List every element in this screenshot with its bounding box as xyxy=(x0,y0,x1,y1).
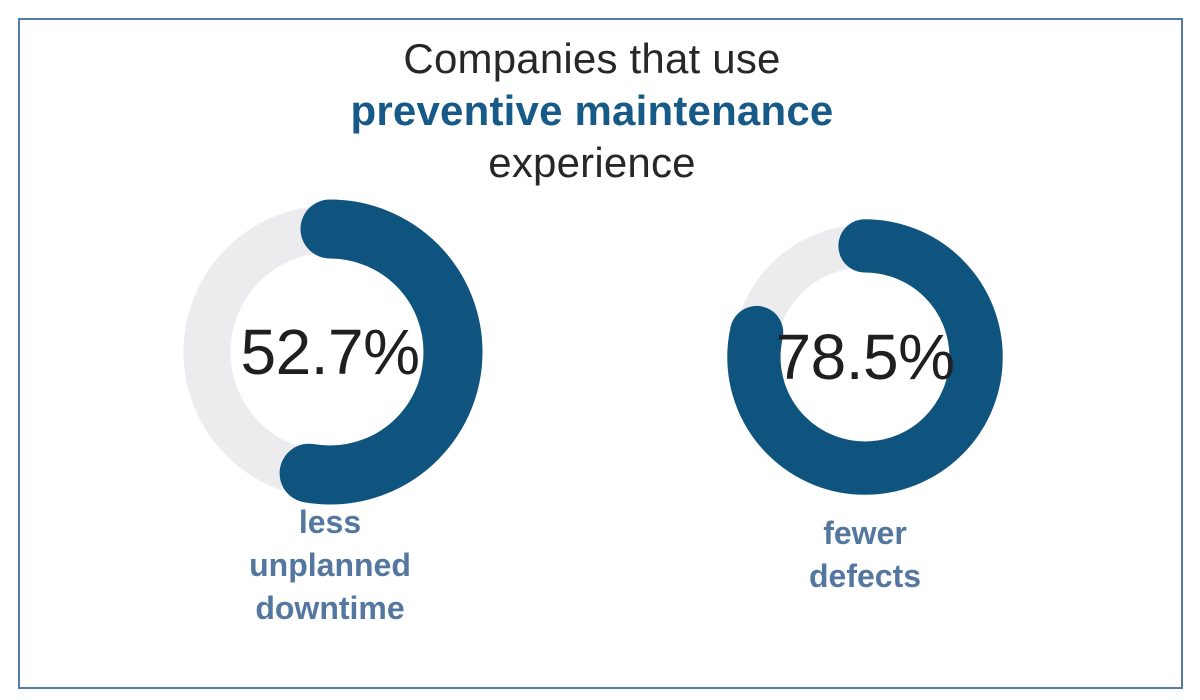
caption-line: downtime xyxy=(255,590,405,626)
caption-line: less xyxy=(298,504,362,540)
title-line-3: experience xyxy=(488,139,696,186)
caption-line: unplanned xyxy=(249,547,411,583)
donut-caption-unplanned-downtime: less unplanned downtime xyxy=(170,501,490,630)
title-line-1: Companies that use xyxy=(403,35,781,82)
caption-line: defects xyxy=(808,558,922,594)
donut-svg xyxy=(177,199,483,505)
donut-progress-ring xyxy=(177,199,483,505)
donut-svg xyxy=(727,219,1003,495)
caption-line: fewer xyxy=(823,515,907,551)
donut-value-label: 78.5% xyxy=(775,321,955,393)
donut-caption-fewer-defects: fewer defects xyxy=(705,512,1025,598)
donut-progress-ring xyxy=(727,219,1003,495)
donut-chart-unplanned-downtime: 52.7% xyxy=(175,197,485,507)
title-line-2-highlight: preventive maintenance xyxy=(350,87,834,134)
donut-chart-fewer-defects: 78.5% xyxy=(725,217,1005,497)
donut-value-label: 52.7% xyxy=(240,316,420,388)
page-title: Companies that use preventive maintenanc… xyxy=(0,33,1184,189)
